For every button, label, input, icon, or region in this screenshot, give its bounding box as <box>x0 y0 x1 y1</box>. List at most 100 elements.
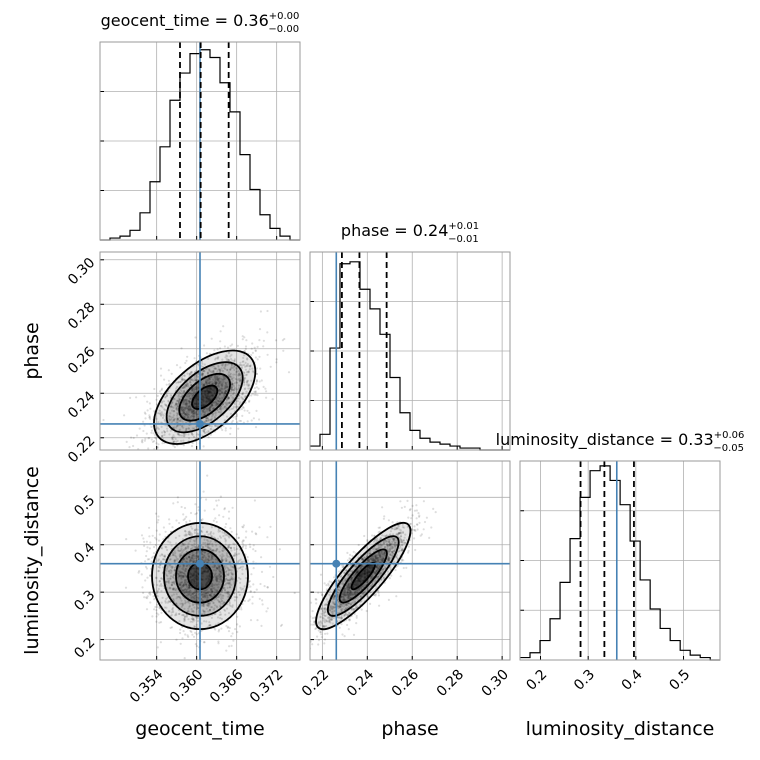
sample-point <box>179 571 182 575</box>
sample-point <box>140 534 144 537</box>
sample-point <box>164 545 167 548</box>
sample-point <box>179 583 182 586</box>
sample-point <box>230 388 233 391</box>
sample-point <box>221 363 224 366</box>
sample-point <box>215 381 218 384</box>
sample-point <box>407 516 410 519</box>
sample-point <box>172 444 175 447</box>
sample-point <box>182 411 186 414</box>
sample-point <box>212 394 215 397</box>
sample-point <box>202 610 205 613</box>
sample-point <box>206 543 209 547</box>
sample-point <box>164 601 167 604</box>
sample-point <box>228 373 232 376</box>
sample-point <box>209 409 212 412</box>
sample-point <box>221 388 224 391</box>
sample-point <box>223 537 226 540</box>
sample-point <box>196 606 199 609</box>
sample-point <box>218 377 221 380</box>
sample-point <box>229 355 232 358</box>
sample-point <box>179 380 182 384</box>
sample-point <box>221 549 225 553</box>
sample-point <box>214 628 217 631</box>
sample-point <box>183 581 187 584</box>
sample-point <box>149 541 152 544</box>
sample-point <box>192 410 195 413</box>
sample-point <box>176 385 179 388</box>
sample-point <box>202 570 205 573</box>
sample-point <box>244 345 248 348</box>
sample-point <box>223 392 226 395</box>
sample-point <box>177 612 181 616</box>
sample-point <box>255 380 258 383</box>
sample-point <box>231 382 234 386</box>
sample-point <box>180 571 183 574</box>
sample-point <box>192 617 195 621</box>
sample-point <box>214 379 217 382</box>
sample-point <box>214 558 217 561</box>
sample-point <box>266 586 269 589</box>
sample-point <box>159 621 163 624</box>
sample-point <box>406 499 409 502</box>
sample-point <box>157 443 160 446</box>
sample-point <box>191 527 194 530</box>
sample-point <box>154 436 157 439</box>
sample-point <box>271 398 274 401</box>
sample-point <box>227 397 230 400</box>
sample-point <box>169 558 172 561</box>
sample-point <box>243 381 246 384</box>
sample-point <box>241 397 244 400</box>
sample-point <box>169 405 173 408</box>
sample-point <box>178 555 182 558</box>
sample-point <box>211 558 214 561</box>
sample-point <box>175 597 178 600</box>
sample-point <box>183 374 186 377</box>
sample-point <box>195 413 198 416</box>
sample-point <box>237 536 240 540</box>
sample-point <box>196 401 199 404</box>
sample-point <box>175 403 178 406</box>
sample-point <box>219 575 222 579</box>
sample-point <box>221 364 224 367</box>
sample-point <box>341 633 344 636</box>
sample-point <box>172 553 175 557</box>
sample-point <box>178 554 181 557</box>
sample-point <box>204 589 207 592</box>
sample-point <box>185 550 188 553</box>
sample-point <box>219 554 222 557</box>
sample-point <box>176 439 179 442</box>
sample-point <box>196 578 199 581</box>
sample-point <box>197 606 200 610</box>
axes-frame <box>309 251 511 451</box>
sample-point <box>237 374 240 377</box>
sample-point <box>239 363 242 366</box>
sample-point <box>191 441 194 445</box>
sample-point <box>178 398 181 402</box>
sample-point <box>217 382 220 385</box>
sample-point <box>218 573 221 576</box>
sample-point <box>203 551 206 554</box>
sample-point <box>205 380 208 383</box>
sample-point <box>145 540 148 543</box>
sample-point <box>217 596 220 599</box>
sample-point <box>233 548 236 551</box>
sample-point <box>191 388 194 391</box>
sample-point <box>176 405 180 408</box>
sample-point <box>191 595 194 599</box>
sample-point <box>194 397 197 400</box>
sample-point <box>224 390 227 393</box>
sample-point <box>383 515 386 518</box>
sample-point <box>214 517 217 520</box>
sample-point <box>228 586 231 589</box>
sample-point <box>219 369 222 372</box>
sample-point <box>208 399 211 402</box>
sample-point <box>154 480 156 482</box>
sample-point <box>233 382 236 385</box>
sample-point <box>227 591 230 594</box>
sample-point <box>247 387 250 390</box>
sample-point <box>224 406 227 409</box>
sample-point <box>233 386 236 389</box>
sample-point <box>184 615 187 618</box>
sample-point <box>201 593 204 596</box>
sample-point <box>173 559 176 562</box>
